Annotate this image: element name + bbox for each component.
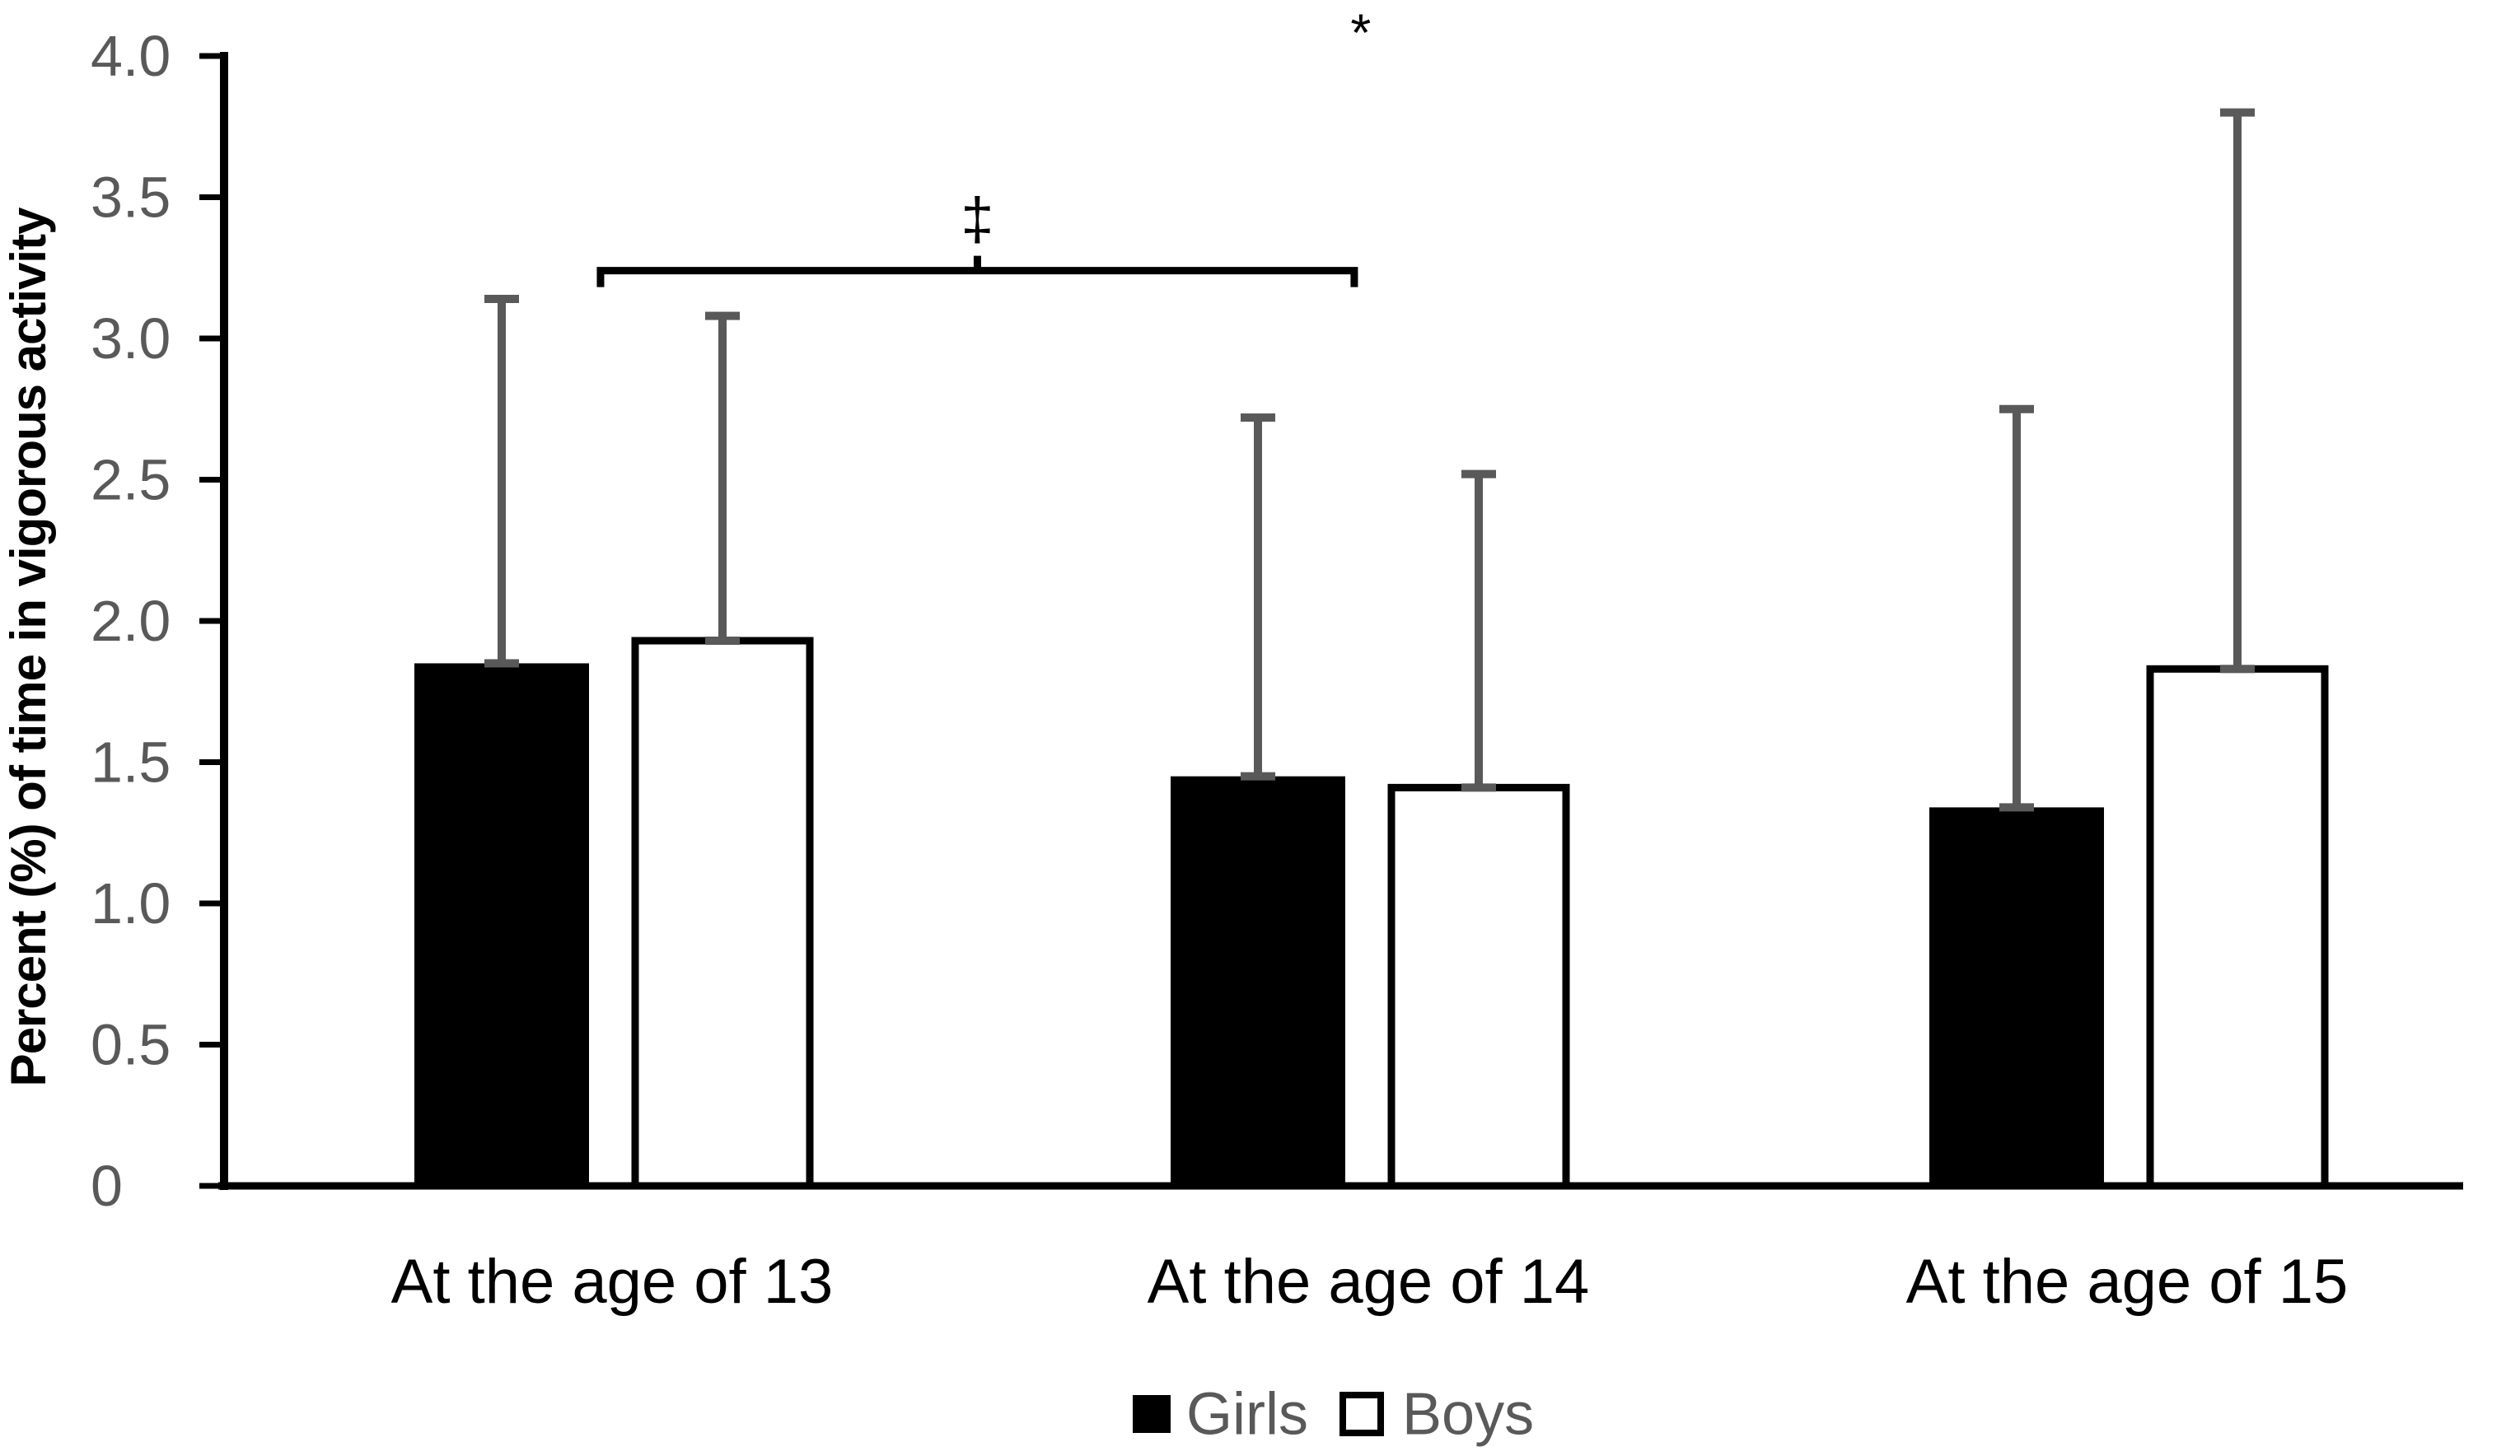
error-bar-boys-15-line bbox=[2233, 112, 2242, 670]
y-tick-label: 0 bbox=[91, 1154, 123, 1218]
bar-girls-14 bbox=[1171, 776, 1345, 1186]
error-bar-boys-15-cap-top bbox=[2220, 108, 2255, 117]
error-bar-boys-13-line bbox=[718, 315, 727, 642]
y-axis-tick bbox=[199, 1183, 220, 1189]
y-axis-tick bbox=[199, 53, 220, 59]
error-bar-girls-14-cap-bottom bbox=[1241, 772, 1275, 781]
y-axis-tick bbox=[199, 335, 220, 342]
error-bar-girls-15-cap-bottom bbox=[1999, 803, 2034, 812]
bar-boys-13 bbox=[631, 637, 814, 1190]
double-dagger-annotation: ‡ bbox=[961, 187, 994, 253]
y-tick-label: 2.5 bbox=[91, 447, 171, 511]
category-label-15: At the age of 15 bbox=[1906, 1247, 2349, 1317]
y-tick-label: 2.0 bbox=[91, 589, 171, 653]
error-bar-girls-15-cap-top bbox=[1999, 404, 2034, 413]
error-bar-boys-13-cap-bottom bbox=[705, 637, 740, 646]
error-bar-girls-13-line bbox=[498, 298, 506, 664]
legend-label-girls: Girls bbox=[1186, 1381, 1308, 1447]
y-axis-tick bbox=[199, 194, 220, 200]
y-tick-label: 4.0 bbox=[91, 24, 171, 88]
error-bar-girls-14-line bbox=[1254, 418, 1262, 777]
error-bar-girls-15-line bbox=[2013, 408, 2021, 808]
bar-girls-13 bbox=[414, 663, 589, 1186]
error-bar-boys-14-line bbox=[1475, 474, 1483, 788]
y-tick-label: 1.0 bbox=[91, 871, 171, 936]
y-axis-tick bbox=[199, 618, 220, 624]
y-axis-tick bbox=[199, 1042, 220, 1048]
significance-bracket bbox=[596, 255, 1358, 287]
bar-boys-14 bbox=[1387, 783, 1570, 1190]
error-bar-boys-13-cap-top bbox=[705, 311, 740, 320]
y-axis-line bbox=[220, 52, 228, 1190]
error-bar-boys-14-cap-bottom bbox=[1461, 783, 1496, 792]
asterisk-annotation: * bbox=[1350, 3, 1371, 63]
legend-swatch-boys bbox=[1339, 1392, 1384, 1436]
y-axis-tick bbox=[199, 759, 220, 765]
error-bar-girls-14-cap-top bbox=[1241, 413, 1275, 422]
bar-boys-15 bbox=[2146, 665, 2329, 1190]
category-label-14: At the age of 14 bbox=[1148, 1247, 1590, 1317]
y-axis-tick bbox=[199, 477, 220, 483]
y-tick-label: 3.0 bbox=[91, 306, 171, 371]
error-bar-girls-13-cap-bottom bbox=[484, 659, 519, 668]
y-tick-label: 3.5 bbox=[91, 165, 171, 229]
error-bar-boys-14-cap-top bbox=[1461, 469, 1496, 478]
legend-label-boys: Boys bbox=[1402, 1381, 1534, 1447]
error-bar-boys-15-cap-bottom bbox=[2220, 665, 2255, 674]
y-tick-label: 1.5 bbox=[91, 730, 171, 794]
category-label-13: At the age of 13 bbox=[391, 1247, 834, 1317]
legend-swatch-girls bbox=[1133, 1395, 1171, 1433]
error-bar-girls-13-cap-top bbox=[484, 294, 519, 303]
y-tick-label: 0.5 bbox=[91, 1012, 171, 1076]
y-axis-title: Percent (%) of time in vigorous activity bbox=[1, 207, 56, 1087]
bar-girls-15 bbox=[1929, 807, 2104, 1186]
y-axis-tick bbox=[199, 900, 220, 907]
